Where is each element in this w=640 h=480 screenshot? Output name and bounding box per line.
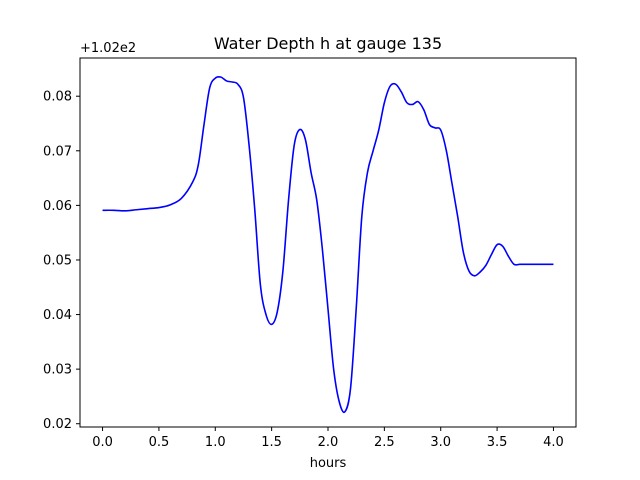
y-tick-label: 0.02 — [43, 417, 72, 432]
x-tick-label: 0.0 — [92, 435, 113, 450]
x-tick-label: 2.0 — [318, 435, 339, 450]
x-tick-label: 4.0 — [543, 435, 564, 450]
x-tick-label: 3.5 — [487, 435, 508, 450]
plot-area — [102, 75, 554, 414]
x-tick-label: 3.0 — [430, 435, 451, 450]
y-tick-label: 0.03 — [43, 363, 72, 378]
y-tick-label: 0.04 — [43, 308, 72, 323]
y-axis-offset-label: +1.02e2 — [80, 41, 136, 56]
y-tick-label: 0.08 — [43, 90, 72, 105]
x-tick-label: 1.0 — [205, 435, 226, 450]
y-tick-label: 0.06 — [43, 199, 72, 214]
y-tick-label: 0.05 — [43, 253, 72, 268]
y-tick-label: 0.07 — [43, 144, 72, 159]
y-axis: 0.02 0.03 0.04 0.05 0.06 0.07 0.08 — [43, 90, 80, 432]
x-tick-label: 2.5 — [374, 435, 395, 450]
x-axis: 0.0 0.5 1.0 1.5 2.0 2.5 3.0 3.5 4.0 — [92, 427, 564, 450]
x-axis-label: hours — [310, 456, 347, 471]
x-tick-label: 1.5 — [261, 435, 282, 450]
x-tick-label: 0.5 — [149, 435, 170, 450]
chart-title: Water Depth h at gauge 135 — [214, 34, 442, 53]
series-line-0 — [102, 75, 554, 414]
